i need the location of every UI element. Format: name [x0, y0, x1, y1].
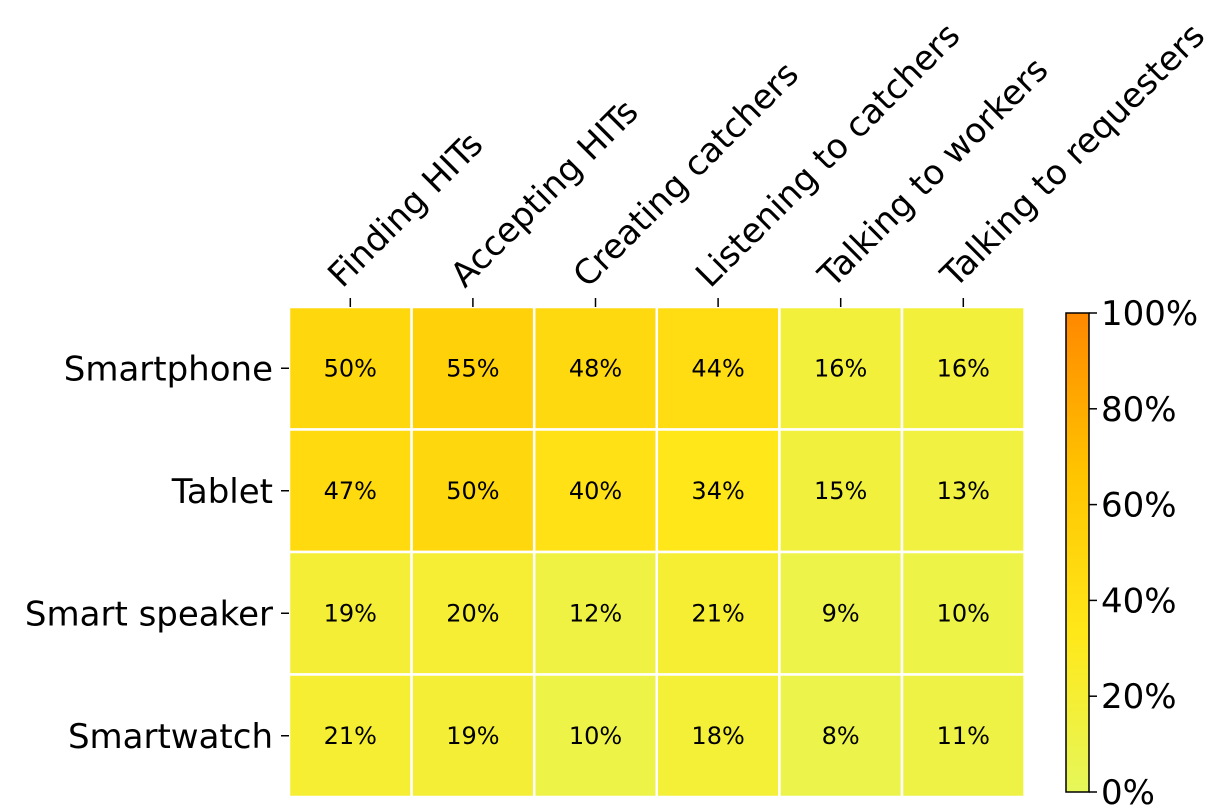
heatmap-cells — [287, 305, 1026, 799]
cell-value-label: 10% — [569, 722, 622, 750]
heatmap-cell — [410, 673, 536, 799]
cell-value-label: 16% — [814, 354, 867, 382]
heatmap-cell — [655, 673, 781, 799]
heatmap-cell — [778, 550, 904, 676]
cell-value-label: 18% — [691, 722, 744, 750]
cell-value-label: 19% — [324, 599, 377, 627]
cell-value-label: 8% — [822, 722, 860, 750]
cell-value-label: 50% — [324, 354, 377, 382]
heatmap-cell — [900, 428, 1026, 554]
cell-value-label: 10% — [937, 599, 990, 627]
cell-value-label: 15% — [814, 477, 867, 505]
colorbar-ticks: 0% 20% 40% 60% 80% 100% — [1089, 294, 1198, 810]
cell-value-label: 21% — [691, 599, 744, 627]
colorbar-tick-label: 100% — [1101, 294, 1198, 334]
cell-value-label: 55% — [446, 354, 499, 382]
heatmap-cell — [778, 673, 904, 799]
row-label: Smartphone — [64, 349, 273, 389]
heatmap-cell — [655, 428, 781, 554]
row-label: Smart speaker — [25, 594, 273, 634]
cell-value-label: 47% — [324, 477, 377, 505]
colorbar — [1065, 312, 1090, 793]
cell-value-label: 50% — [446, 477, 499, 505]
column-label: Talking to workers — [810, 50, 1056, 296]
heatmap-cell — [900, 673, 1026, 799]
cell-value-label: 40% — [569, 477, 622, 505]
cell-value-label: 44% — [691, 354, 744, 382]
cell-value-label: 34% — [691, 477, 744, 505]
heatmap-cell — [287, 673, 413, 799]
heatmap-cell — [410, 428, 536, 554]
cell-value-label: 19% — [446, 722, 499, 750]
heatmap-cell — [287, 305, 413, 431]
heatmap-cell — [410, 305, 536, 431]
row-label: Tablet — [171, 472, 273, 512]
cell-value-label: 11% — [937, 722, 990, 750]
cell-value-label: 48% — [569, 354, 622, 382]
colorbar-gradient — [1065, 312, 1090, 793]
cell-value-label: 12% — [569, 599, 622, 627]
heatmap-cell — [900, 305, 1026, 431]
heatmap-cell — [410, 550, 536, 676]
column-label: Creating catchers — [566, 54, 807, 295]
cell-value-label: 9% — [822, 599, 860, 627]
heatmap-cell — [532, 673, 659, 799]
cell-value-label: 13% — [937, 477, 990, 505]
colorbar-tick-label: 80% — [1101, 390, 1177, 430]
colorbar-tick-label: 40% — [1101, 581, 1177, 621]
heatmap-cell — [900, 550, 1026, 676]
cell-value-label: 16% — [937, 354, 990, 382]
colorbar-tick-label: 0% — [1101, 773, 1155, 810]
cell-value-label: 21% — [324, 722, 377, 750]
colorbar-tick-label: 20% — [1101, 677, 1177, 717]
row-label: Smartwatch — [68, 717, 273, 757]
row-labels: Smartphone Tablet Smart speaker Smartwatch — [25, 349, 289, 757]
heatmap-cell-labels: 50% 55% 48% 44% 16% 16% 47% 50% 40% 34% 15% 13% 19% 2… — [324, 354, 990, 750]
heatmap-cell — [655, 550, 781, 676]
colorbar-tick-label: 60% — [1101, 486, 1177, 526]
cell-value-label: 20% — [446, 599, 499, 627]
